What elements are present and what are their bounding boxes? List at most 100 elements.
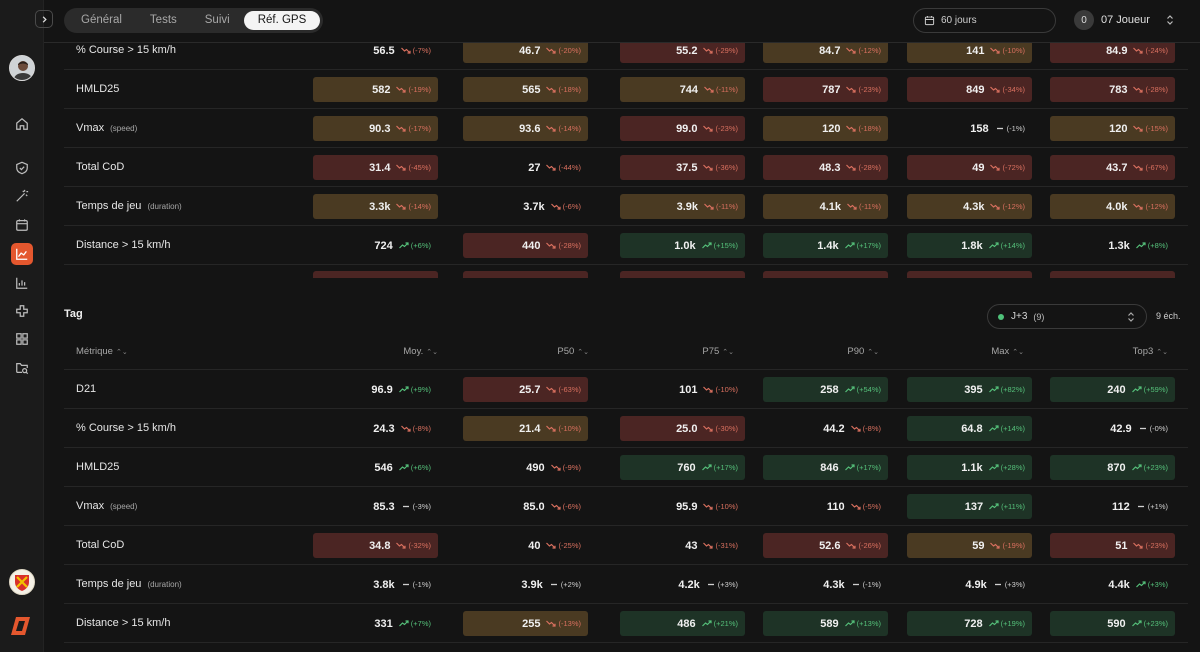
column-header-label: P90 [847,346,865,357]
metric-cell: 486 (+21%) [620,611,745,636]
shield-icon[interactable] [12,158,32,178]
metric-cell: 43.7 (-67%) [1050,155,1175,180]
metric-name: % Course > 15 km/h [76,44,176,56]
magic-wand-icon[interactable] [12,186,32,206]
trend-up-icon [1135,242,1146,249]
trend-flat-icon [549,581,559,588]
trend-down-icon [703,164,714,171]
metric-name: Temps de jeu [76,578,142,590]
cell-value: 846 [820,461,839,474]
cell-percent: (-23%) [1145,541,1168,550]
home-icon[interactable] [12,114,32,134]
cell-trend: (-63%) [546,385,581,394]
metric-cell: 546 (+6%) [313,455,438,480]
metric-cell: 49 (-72%) [907,155,1032,180]
column-header[interactable]: Métrique ⌃⌄ [76,334,128,370]
trend-down-icon [850,503,861,510]
cut-off-cell [907,271,1032,278]
metric-cell: 255 (-13%) [463,611,588,636]
column-header[interactable]: P90 ⌃⌄ [847,334,879,370]
metric-cell: 3.3k (-14%) [313,194,438,219]
trend-down-icon [846,47,857,54]
cell-value: 4.9k [965,578,987,591]
cell-trend: (-19%) [990,541,1025,550]
calendar-icon[interactable] [12,215,32,235]
metric-cell: 4.0k (-12%) [1050,194,1175,219]
trend-down-icon [846,125,857,132]
cell-percent: (-24%) [1145,46,1168,55]
tab-ref-gps[interactable]: Réf. GPS [243,11,321,30]
trend-down-icon [396,164,407,171]
cell-trend: (-14%) [396,202,431,211]
column-header[interactable]: P75 ⌃⌄ [702,334,734,370]
cell-trend: (-29%) [703,46,738,55]
trend-down-icon [703,125,714,132]
tab-general[interactable]: Général [81,14,122,26]
cell-trend: (+54%) [844,385,881,394]
trend-up-icon [701,242,712,249]
metric-cell: 99.0 (-23%) [620,116,745,141]
cell-percent: (-36%) [715,163,738,172]
metric-unit: (speed) [110,502,138,511]
plus-cross-icon[interactable] [12,301,32,321]
cell-percent: (+82%) [1000,385,1025,394]
bar-chart-icon[interactable] [12,273,32,293]
line-chart-icon[interactable] [11,243,33,265]
trend-down-icon [1133,125,1144,132]
collapse-sidebar-button[interactable] [35,10,53,28]
trend-down-icon [703,425,714,432]
cell-value: 59 [972,539,985,552]
trend-down-icon [546,386,557,393]
cell-value: 1.0k [674,239,696,252]
cut-off-cell [1050,271,1175,278]
cell-percent: (-10%) [715,502,738,511]
trend-down-icon [850,425,861,432]
tab-tests[interactable]: Tests [149,14,177,26]
cell-percent: (-12%) [858,46,881,55]
cell-trend: (-31%) [703,541,738,550]
cell-percent: (-18%) [558,85,581,94]
trend-down-icon [990,203,1001,210]
metric-name: Distance > 15 km/h [76,617,171,629]
session-filter-select[interactable]: J+3 (9) [987,304,1147,329]
period-selector[interactable]: 60 jours [913,8,1056,33]
tab-suivi[interactable]: Suivi [204,14,230,26]
cell-trend: (-6%) [550,502,581,511]
cell-trend: (-12%) [1133,202,1168,211]
column-header[interactable]: Top3 ⌃⌄ [1133,334,1168,370]
filter-count: (9) [1033,311,1045,322]
folder-search-icon[interactable] [12,358,32,378]
metric-cell: 34.8 (-32%) [313,533,438,558]
trend-up-icon [1131,464,1142,471]
cell-value: 787 [822,83,841,96]
cell-trend: (+7%) [398,619,431,628]
metric-cell: 85.0 (-6%) [463,494,588,519]
cell-percent: (-8%) [862,424,881,433]
metric-unit: (duration) [147,580,182,589]
club-logo[interactable] [9,569,35,595]
trend-up-icon [1135,581,1146,588]
cell-value: 96.9 [371,383,393,396]
sort-icon: ⌃⌄ [577,349,589,356]
cell-trend: (+17%) [844,463,881,472]
chevron-updown-icon [1128,311,1134,322]
cell-value: 24.3 [373,422,395,435]
user-avatar[interactable] [9,55,35,81]
cut-off-cell [463,271,588,278]
player-selector[interactable]: 0 07 Joueur [1074,9,1175,31]
cell-value: 4.0k [1106,200,1128,213]
sort-icon: ⌃⌄ [1012,349,1024,356]
metric-name: Total CoD [76,539,125,551]
cell-trend: (+14%) [988,424,1025,433]
column-header[interactable]: P50 ⌃⌄ [557,334,589,370]
grid-icon[interactable] [12,329,32,349]
main-content: % Course > 15 km/h 56.5 (-7%) 46.7 (-20%) 55.… [44,43,1200,652]
column-header[interactable]: Max ⌃⌄ [991,334,1024,370]
metric-cell: 64.8 (+14%) [907,416,1032,441]
column-header[interactable]: Moy. ⌃⌄ [403,334,438,370]
trend-down-icon [550,464,561,471]
cell-trend: (-23%) [703,124,738,133]
trend-up-icon [988,386,999,393]
cell-percent: (-23%) [715,124,738,133]
trend-down-icon [400,47,411,54]
